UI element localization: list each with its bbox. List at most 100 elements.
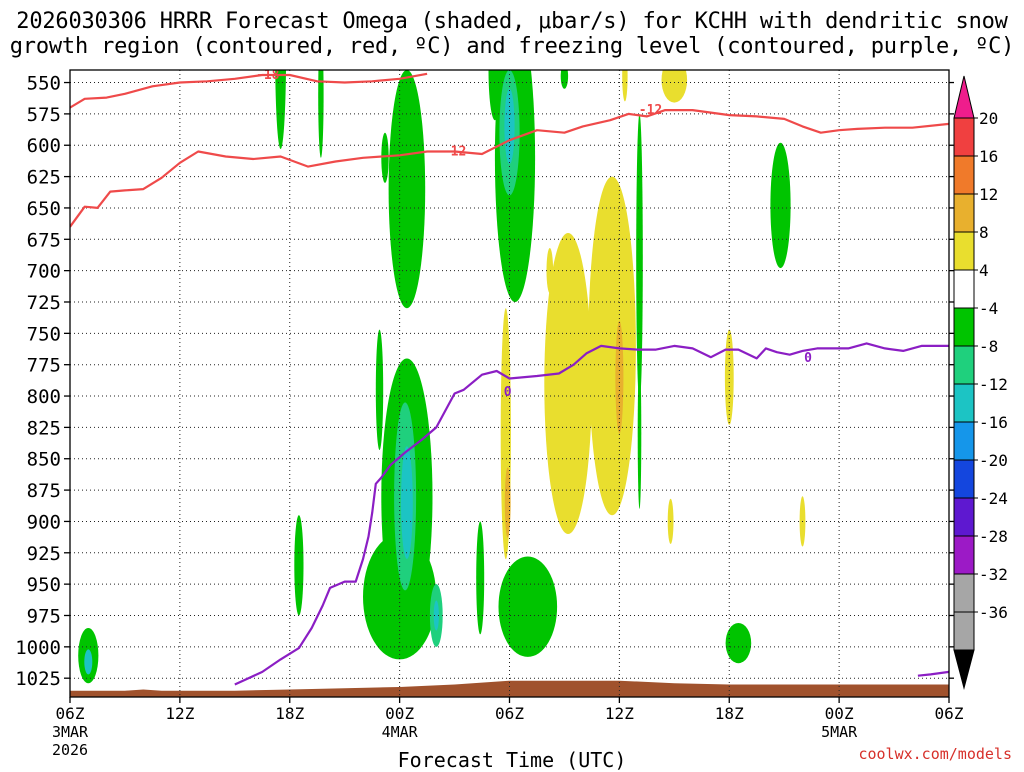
omega-shade-23 bbox=[770, 142, 791, 269]
colorbar-label-4: 4 bbox=[979, 261, 989, 280]
xtick-year-0: 2026 bbox=[52, 741, 88, 759]
ytick-label-625: 625 bbox=[27, 167, 61, 189]
colorbar-label-2: 12 bbox=[979, 185, 998, 204]
omega-shade-21 bbox=[636, 113, 643, 403]
contour-minus12-label-1: -12 bbox=[639, 103, 662, 118]
ytick-label-575: 575 bbox=[27, 104, 61, 126]
xtick-label-1: 12Z bbox=[165, 704, 194, 723]
colorbar-swatch-8 bbox=[953, 383, 975, 423]
colorbar-label-10: -24 bbox=[979, 489, 1008, 508]
contour-minus12-line-0 bbox=[70, 109, 949, 228]
xtick-date-0: 3MAR bbox=[52, 723, 89, 741]
omega-shade-9 bbox=[363, 534, 437, 660]
ytick-label-600: 600 bbox=[27, 135, 61, 157]
colorbar-swatch-1 bbox=[953, 117, 975, 157]
chart-title-line1: 2026030306 HRRR Forecast Omega (shaded, … bbox=[16, 9, 1008, 34]
colorbar-swatch-10 bbox=[953, 459, 975, 499]
xtick-date-3: 4MAR bbox=[382, 723, 419, 741]
omega-shade-2 bbox=[275, 70, 286, 149]
colorbar-label-9: -20 bbox=[979, 451, 1008, 470]
colorbar-label-1: 16 bbox=[979, 147, 998, 166]
omega-shade-4 bbox=[294, 515, 304, 616]
omega-shade-30 bbox=[615, 320, 624, 434]
omega-shade-5 bbox=[375, 329, 384, 450]
ytick-label-925: 925 bbox=[27, 543, 61, 565]
colorbar-swatch-9 bbox=[953, 421, 975, 461]
colorbar-label-8: -16 bbox=[979, 413, 1008, 432]
xtick-label-2: 18Z bbox=[275, 704, 304, 723]
omega-shade-31 bbox=[622, 70, 628, 102]
omega-shade-19 bbox=[498, 556, 558, 657]
colorbar-swatch-3 bbox=[953, 193, 975, 233]
omega-shade-1 bbox=[84, 649, 93, 675]
colorbar-label-7: -12 bbox=[979, 375, 1008, 394]
colorbar-swatch-2 bbox=[953, 155, 975, 195]
colorbar-label-13: -36 bbox=[979, 603, 1008, 622]
xtick-label-5: 12Z bbox=[605, 704, 634, 723]
omega-shade-20 bbox=[560, 70, 569, 89]
omega-shade-28 bbox=[544, 233, 592, 534]
ytick-label-775: 775 bbox=[27, 355, 61, 377]
contour-minus18-line-0 bbox=[70, 72, 428, 109]
colorbar-label-3: 8 bbox=[979, 223, 989, 242]
ytick-label-750: 750 bbox=[27, 323, 61, 345]
omega-shade-29 bbox=[588, 176, 636, 516]
omega-shade-24 bbox=[725, 623, 752, 664]
omega-shade-22 bbox=[637, 358, 642, 509]
ytick-label-650: 650 bbox=[27, 198, 61, 220]
colorbar-swatch-7 bbox=[953, 345, 975, 385]
colorbar-label-0: 20 bbox=[979, 109, 998, 128]
contour-0-label-0: 0 bbox=[504, 385, 512, 400]
colorbar-swatch-13 bbox=[953, 573, 975, 613]
colorbar-swatch-12 bbox=[953, 535, 975, 575]
ytick-label-675: 675 bbox=[27, 229, 61, 251]
omega-shade-14 bbox=[476, 521, 485, 635]
omega-shade-7 bbox=[388, 70, 426, 309]
xtick-label-3: 00Z bbox=[385, 704, 414, 723]
colorbar-label-12: -32 bbox=[979, 565, 1008, 584]
credit-link[interactable]: coolwx.com/models bbox=[858, 745, 1012, 763]
ytick-label-950: 950 bbox=[27, 574, 61, 596]
omega-shade-13 bbox=[433, 600, 439, 631]
xtick-label-6: 18Z bbox=[715, 704, 744, 723]
colorbar: 20 16 12 8 4 -4 -8 -12 -16 -20 -24 -28 -32 -36 bbox=[953, 75, 1008, 690]
xtick-date-7: 5MAR bbox=[821, 723, 858, 741]
omega-shade-32 bbox=[661, 70, 688, 103]
ytick-label-900: 900 bbox=[27, 511, 61, 533]
ytick-label-1025: 1025 bbox=[15, 668, 61, 690]
colorbar-bottom-arrow bbox=[953, 649, 975, 690]
colorbar-swatch-4 bbox=[953, 231, 975, 271]
ytick-label-800: 800 bbox=[27, 386, 61, 408]
ytick-label-1000: 1000 bbox=[15, 637, 61, 659]
xtick-label-4: 06Z bbox=[495, 704, 524, 723]
ytick-label-825: 825 bbox=[27, 417, 61, 439]
ytick-label-725: 725 bbox=[27, 292, 61, 314]
colorbar-swatch-5 bbox=[953, 269, 975, 309]
plot-area: -18 -12 -12 0 0 bbox=[70, 68, 949, 697]
xtick-label-7: 00Z bbox=[825, 704, 854, 723]
contour-0-line-1 bbox=[917, 670, 949, 677]
ytick-label-700: 700 bbox=[27, 261, 61, 283]
contour-minus12-label-0: -12 bbox=[443, 144, 466, 159]
ytick-label-875: 875 bbox=[27, 480, 61, 502]
contour-minus18-label-0: -18 bbox=[256, 68, 280, 83]
ytick-label-550: 550 bbox=[27, 73, 61, 95]
omega-shade-6 bbox=[381, 132, 389, 183]
colorbar-swatch-11 bbox=[953, 497, 975, 537]
chart-title-line2: growth region (contoured, red, ºC) and f… bbox=[9, 34, 1015, 59]
ytick-label-850: 850 bbox=[27, 449, 61, 471]
omega-shade-34 bbox=[724, 329, 734, 425]
xtick-label-8: 06Z bbox=[935, 704, 964, 723]
colorbar-swatch-6 bbox=[953, 307, 975, 347]
contour-0-line-0 bbox=[234, 342, 949, 686]
colorbar-swatch-last bbox=[953, 611, 975, 651]
colorbar-top-arrow bbox=[953, 75, 975, 119]
contour-0-label-1: 0 bbox=[804, 351, 812, 366]
ytick-label-975: 975 bbox=[27, 605, 61, 627]
omega-shade-11 bbox=[401, 446, 413, 559]
colorbar-label-5: -4 bbox=[979, 299, 998, 318]
colorbar-label-11: -28 bbox=[979, 527, 1008, 546]
omega-shade-26 bbox=[504, 467, 511, 538]
terrain-fill bbox=[70, 680, 949, 697]
